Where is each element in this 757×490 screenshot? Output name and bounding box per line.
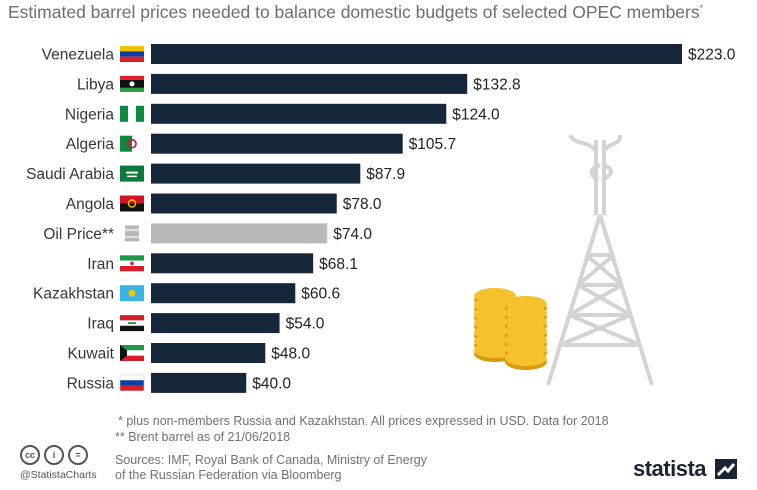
cc-icon: cc (20, 445, 40, 465)
category-label: Nigeria (65, 106, 114, 123)
chart-subtitle: Estimated barrel prices needed to balanc… (8, 2, 704, 22)
bar-russia (151, 372, 247, 393)
value-label: $68.1 (319, 256, 358, 273)
bar-saudi-arabia (151, 163, 361, 184)
statista-logo-icon (715, 459, 737, 479)
bar-angola (151, 193, 337, 214)
value-label: $40.0 (252, 375, 291, 392)
value-label: $223.0 (688, 47, 736, 64)
footnote-2: ** Brent barrel as of 21/06/2018 (115, 430, 291, 444)
value-label: $132.8 (473, 76, 520, 93)
sources-line-2: of the Russian Federation via Bloomberg (115, 468, 342, 482)
category-label: Kuwait (67, 346, 114, 363)
algeria-flag-icon (120, 135, 144, 152)
bar-iran (151, 253, 314, 274)
russia-flag-icon (119, 374, 145, 392)
bar-chart: Venezuela $223.0 Libya $132.8 Nigeria $124.0 A… (26, 44, 736, 393)
category-label: Russia (67, 375, 115, 392)
category-label: Kazakhstan (33, 286, 114, 303)
value-label: $124.0 (452, 106, 500, 123)
venezuela-flag-icon (120, 46, 144, 62)
angola-flag-icon (120, 195, 144, 212)
value-label: $74.0 (333, 226, 372, 243)
category-label: Iraq (87, 316, 114, 333)
value-label: $87.9 (366, 166, 405, 183)
category-label: Algeria (66, 136, 115, 153)
bar-iraq (151, 313, 280, 334)
gold-coins-illustration (474, 288, 547, 370)
category-label: Venezuela (42, 47, 115, 64)
oil-barrel-icon (125, 225, 139, 242)
creative-commons-icons[interactable]: cc i = (20, 445, 88, 465)
iraq-flag-icon (120, 315, 144, 332)
category-label: Libya (77, 76, 114, 93)
category-label: Oil Price** (43, 226, 114, 243)
value-label: $48.0 (271, 346, 310, 363)
saudi-arabia-flag-icon (120, 165, 144, 182)
category-label: Angola (66, 196, 115, 213)
oil-derrick-illustration (546, 133, 654, 386)
bar-venezuela (151, 44, 682, 64)
kuwait-flag-icon (120, 345, 144, 361)
sources-line-1: Sources: IMF, Royal Bank of Canada, Mini… (115, 453, 427, 467)
value-label: $60.6 (301, 286, 340, 303)
bar-kuwait (151, 343, 266, 363)
libya-flag-icon (120, 75, 144, 92)
value-label: $105.7 (409, 136, 456, 153)
category-label: Saudi Arabia (26, 166, 114, 183)
category-label: Iran (87, 256, 114, 273)
no-derivatives-icon: = (68, 445, 88, 465)
statista-logo[interactable]: statista (633, 456, 707, 481)
bar-libya (151, 73, 468, 94)
statista-handle[interactable]: @StatistaCharts (20, 469, 97, 481)
kazakhstan-flag-icon (120, 285, 144, 302)
iran-flag-icon (120, 255, 144, 272)
bar-algeria (151, 133, 403, 154)
bar-nigeria (151, 103, 447, 124)
footnote-1: * plus non-members Russia and Kazakhstan… (118, 414, 609, 428)
bar-oil-price (151, 223, 328, 244)
bar-kazakhstan (151, 283, 296, 304)
value-label: $54.0 (286, 316, 325, 333)
value-label: $78.0 (343, 196, 382, 213)
attribution-icon: i (44, 445, 64, 465)
nigeria-flag-icon (120, 105, 144, 122)
